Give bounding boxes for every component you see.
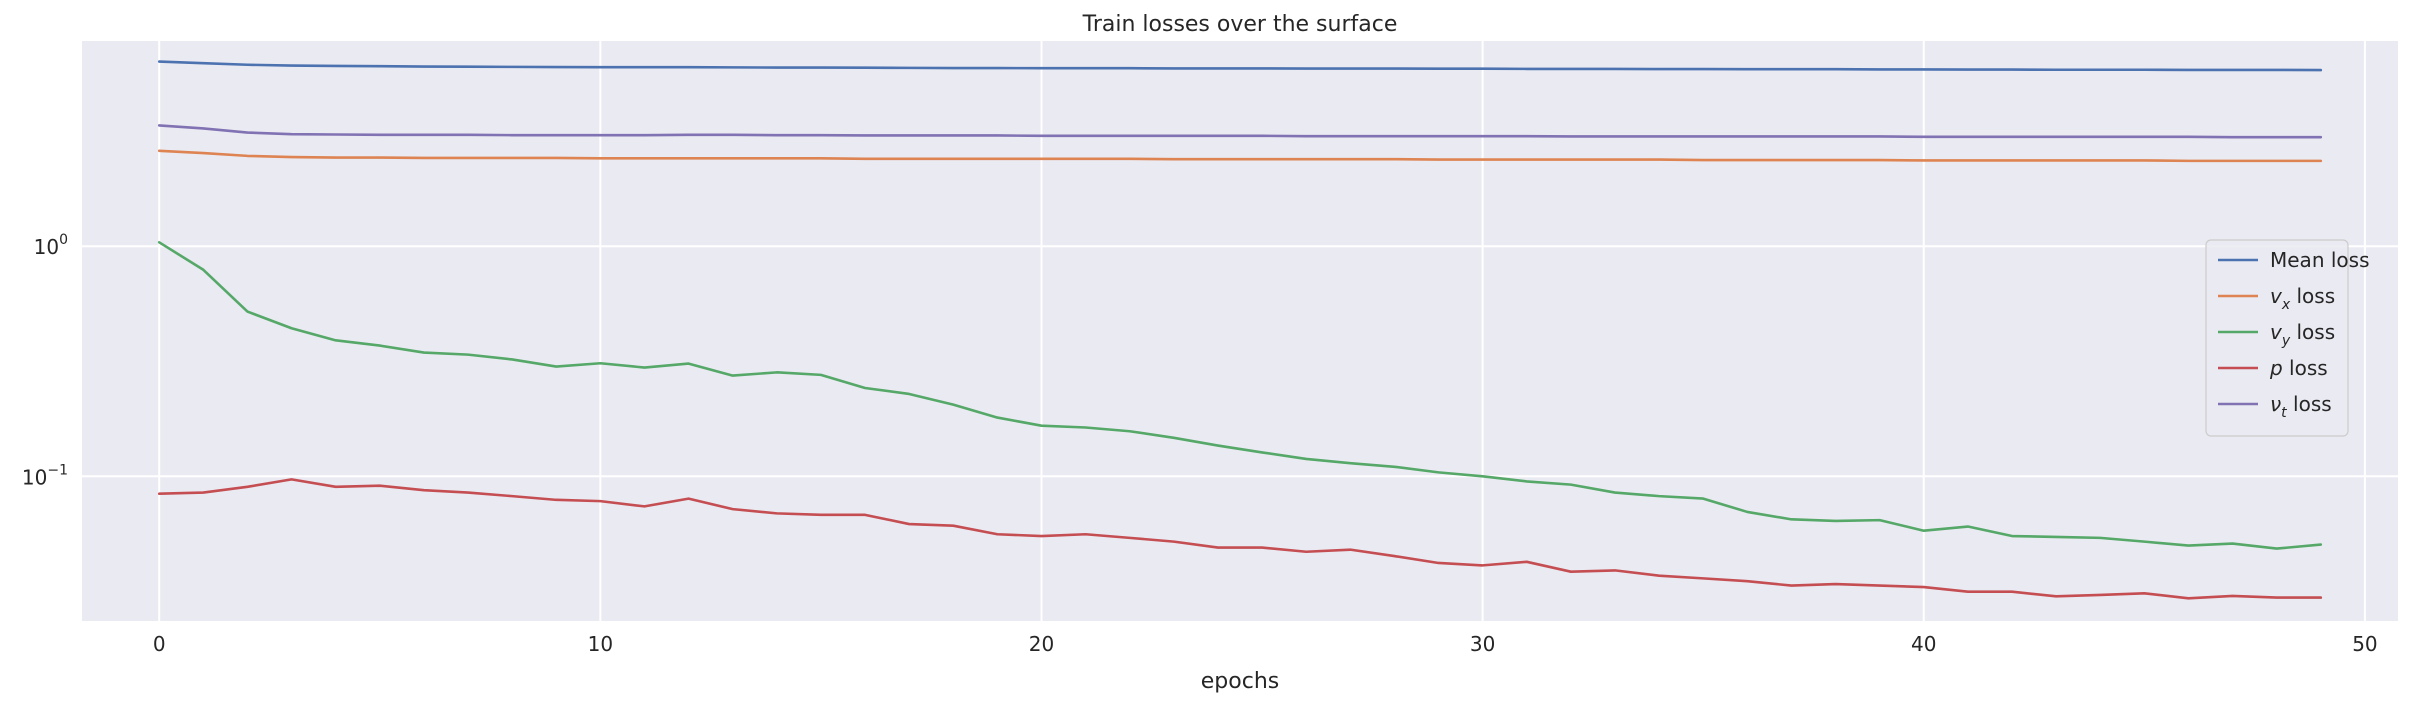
series-line-2: [157, 241, 2323, 550]
series-line-0: [157, 60, 2323, 72]
x-tick-label: 10: [588, 632, 613, 656]
legend-label: vy loss: [2270, 320, 2335, 349]
legend-label: p loss: [2269, 356, 2328, 380]
x-tick-label: 40: [1911, 632, 1936, 656]
x-axis-label: epochs: [1201, 669, 1279, 694]
series-line-4: [157, 124, 2323, 139]
x-tick-labels: 0 10 20 30 40 50: [153, 632, 2378, 656]
legend-box: [2205, 239, 2349, 437]
x-tick-label: 30: [1470, 632, 1495, 656]
x-tick-label: 50: [2352, 632, 2377, 656]
x-tick-label: 20: [1029, 632, 1054, 656]
legend: Mean loss vx loss vy loss p loss νt loss: [2205, 239, 2369, 437]
y-tick-labels: 100 10−1: [22, 232, 68, 489]
x-tick-label: 0: [153, 632, 166, 656]
y-tick-label: 100: [34, 232, 68, 259]
y-tick-label: 10−1: [22, 462, 68, 489]
series-line-1: [157, 149, 2323, 163]
series-layer: [157, 60, 2323, 600]
series-line-3: [157, 478, 2323, 600]
chart-title: Train losses over the surface: [1082, 12, 1398, 37]
grid: [82, 41, 2398, 621]
legend-label: vx loss: [2270, 284, 2335, 313]
legend-label: νt loss: [2270, 392, 2332, 421]
legend-label: Mean loss: [2270, 248, 2369, 272]
plot-background: [82, 41, 2398, 621]
